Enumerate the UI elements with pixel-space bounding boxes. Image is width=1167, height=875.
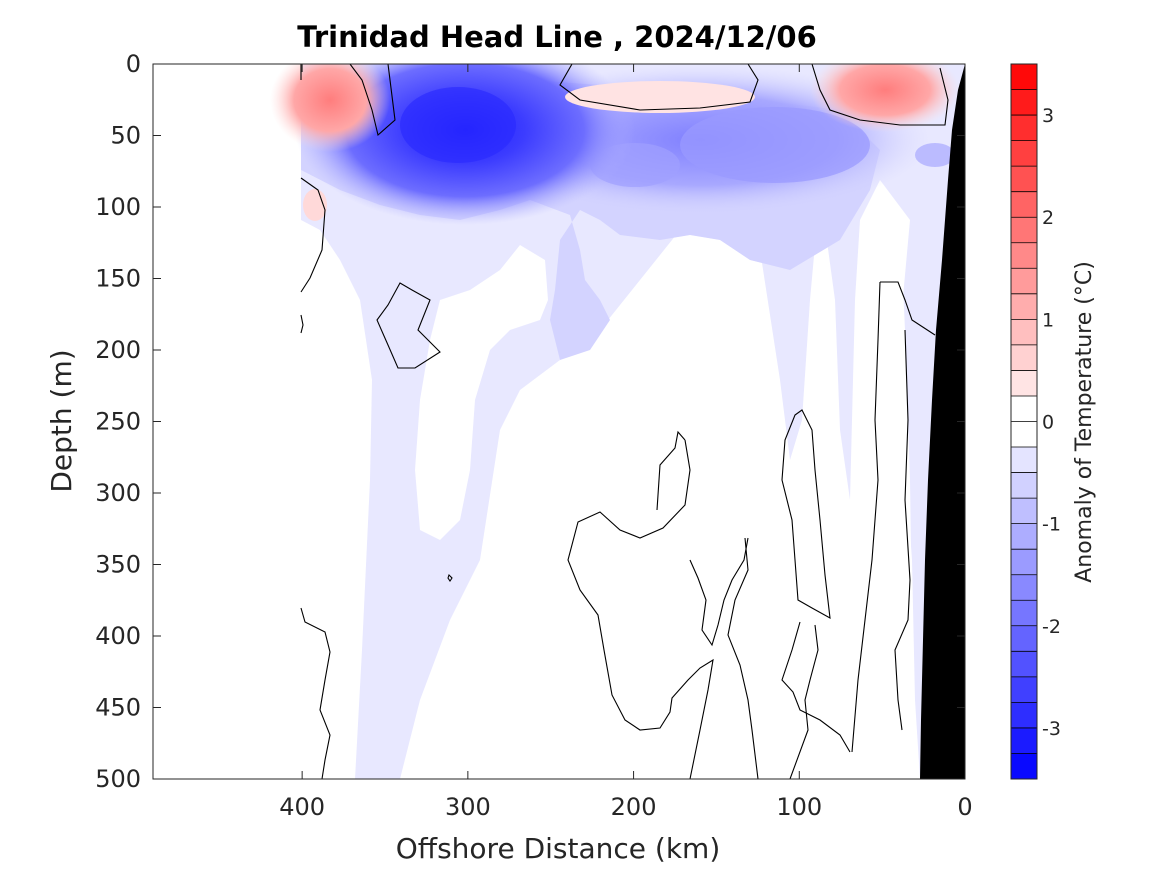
colorbar-segment [1011, 89, 1037, 116]
y-tick-label: 450 [95, 694, 141, 722]
colorbar-segment [1011, 753, 1037, 780]
colorbar-segment [1011, 242, 1037, 269]
contour-line [789, 624, 819, 779]
anomaly-region-neg-core-inner [400, 87, 516, 163]
contour-line [894, 329, 911, 731]
colorbar-segment [1011, 600, 1037, 627]
colorbar-segment [1011, 498, 1037, 525]
x-tick-label: 400 [279, 793, 325, 821]
plot-area [153, 64, 965, 779]
colorbar-tick-label: -1 [1042, 514, 1061, 536]
x-tick-label: 100 [776, 793, 822, 821]
x-tick-label: 0 [957, 793, 972, 821]
y-tick-label: 350 [95, 551, 141, 579]
y-tick-label: 50 [110, 122, 141, 150]
colorbar-segment [1011, 140, 1037, 167]
contour-line [300, 607, 331, 779]
colorbar-tick-label: 0 [1042, 412, 1054, 434]
colorbar-segment [1011, 319, 1037, 346]
colorbar-segment [1011, 115, 1037, 142]
colorbar-segment [1011, 549, 1037, 576]
contour-line [300, 314, 304, 334]
contour-line [656, 430, 686, 511]
colorbar-segment [1011, 472, 1037, 499]
contour-line [376, 282, 441, 369]
y-tick-label: 250 [95, 408, 141, 436]
anomaly-region-zero-2 [500, 405, 840, 779]
colorbar-segment [1011, 166, 1037, 193]
x-axis-ticks: 400 300 200 100 0 [279, 64, 973, 821]
contour-line [811, 64, 949, 126]
y-tick-label: 200 [95, 336, 141, 364]
anomaly-region-pos-2 [810, 64, 960, 132]
colorbar-segment [1011, 702, 1037, 729]
contour-line [781, 409, 831, 620]
anomaly-region-zero-3 [860, 220, 915, 760]
colorbar-segment [1011, 217, 1037, 244]
colorbar-segment [1011, 293, 1037, 320]
colorbar-segment [1011, 676, 1037, 703]
y-tick-label: 100 [95, 193, 141, 221]
anomaly-region-neg-2 [680, 107, 870, 183]
colorbar-segment [1011, 727, 1037, 754]
colorbar-segment [1011, 574, 1037, 601]
y-tick-label: 0 [126, 50, 141, 78]
contour-lines [300, 64, 949, 779]
colorbar-segment [1011, 268, 1037, 295]
anomaly-region-zero-1 [415, 245, 548, 540]
y-tick-label: 300 [95, 479, 141, 507]
y-tick-label: 150 [95, 265, 141, 293]
contour-line [567, 439, 714, 779]
contour-line [851, 281, 881, 753]
y-tick-label: 500 [95, 765, 141, 793]
colorbar-segment [1011, 447, 1037, 474]
colorbar-frame [1010, 63, 1038, 780]
colorbar-tick-label: -3 [1042, 718, 1061, 740]
colorbar-segment [1011, 625, 1037, 652]
y-tick-label: 400 [95, 622, 141, 650]
colorbar-tick-label: 3 [1042, 105, 1054, 127]
anomaly-region-neg-4 [915, 143, 955, 167]
colorbar-tick-label: 1 [1042, 309, 1054, 331]
colorbar-tick-label: -2 [1042, 616, 1061, 638]
contour-line [559, 64, 759, 111]
colorbar-segment [1011, 421, 1037, 448]
colorbar-title: Anomaly of Temperature (°C) [1072, 261, 1097, 583]
colorbar: 3 2 1 0 -1 -2 -3 [1011, 64, 1061, 780]
colorbar-segment [1011, 395, 1037, 422]
y-axis-title: Depth (m) [45, 349, 78, 492]
contour-line [727, 537, 759, 779]
colorbar-segment [1011, 191, 1037, 218]
x-tick-label: 300 [445, 793, 491, 821]
contour-line [781, 621, 851, 753]
seafloor-mask [920, 64, 965, 779]
colorbar-segment [1011, 64, 1037, 91]
chart-title: Trinidad Head Line , 2024/12/06 [297, 20, 817, 54]
anomaly-region-pos-3 [565, 81, 755, 113]
colorbar-segment [1011, 344, 1037, 371]
x-tick-label: 200 [611, 793, 657, 821]
colorbar-tick-label: 2 [1042, 207, 1054, 229]
y-axis-ticks: 0 50 100 150 200 250 300 350 400 450 500 [95, 50, 965, 793]
contour-line [880, 281, 936, 336]
contour-line [300, 177, 326, 293]
colorbar-segment [1011, 651, 1037, 678]
colorbar-segment [1011, 523, 1037, 550]
contour-line [447, 573, 453, 582]
colorbar-segment [1011, 370, 1037, 397]
contour-line [349, 64, 396, 137]
anomaly-region-pos-1 [270, 64, 390, 152]
x-axis-title: Offshore Distance (km) [396, 832, 721, 865]
contour-line [689, 537, 749, 647]
